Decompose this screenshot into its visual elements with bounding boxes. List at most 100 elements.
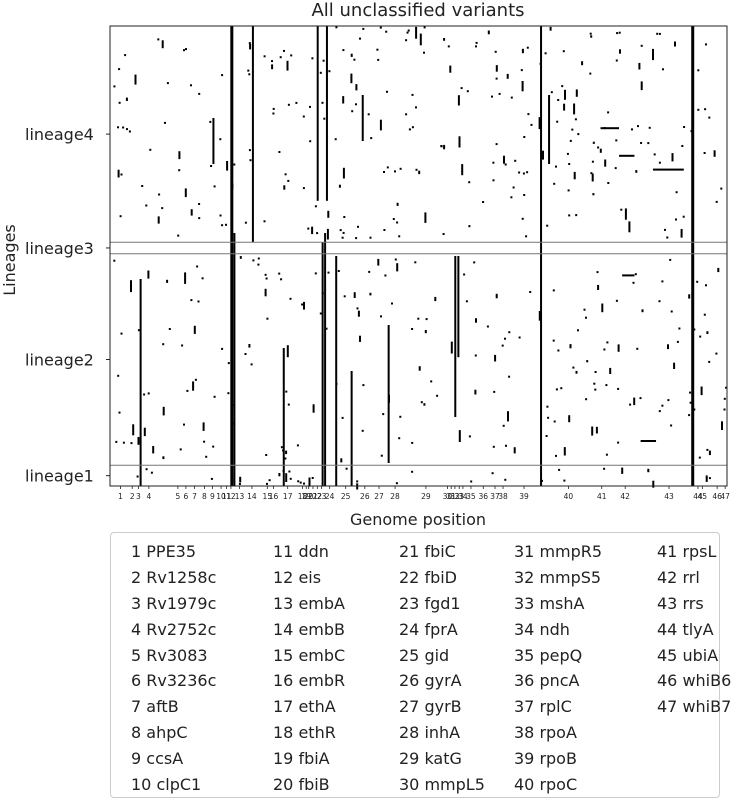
variant-mark (715, 352, 718, 355)
x-tick-label-35: 35 (466, 492, 476, 501)
legend-item: 31 mmpR5 (514, 542, 603, 561)
variant-mark (177, 234, 180, 237)
variant-mark (653, 153, 656, 156)
variant-mark (231, 183, 234, 190)
variant-mark (465, 300, 468, 303)
x-tick-label-4: 4 (146, 492, 151, 501)
variant-mark (179, 448, 182, 451)
variant-mark (704, 108, 707, 111)
variant-mark (473, 261, 476, 264)
variant-mark (705, 43, 707, 46)
legend-item: 40 rpoC (514, 775, 578, 795)
variant-mark (504, 163, 507, 166)
variant-mark (526, 46, 529, 49)
variant-mark (285, 450, 288, 455)
variant-mark (591, 426, 594, 436)
x-tick-label-47: 47 (720, 492, 730, 501)
variant-mark (141, 185, 144, 187)
variant-mark (656, 32, 659, 35)
variant-mark (327, 210, 330, 218)
variant-mark (495, 65, 498, 72)
variant-mark (558, 468, 561, 471)
variant-mark (414, 261, 417, 264)
variant-mark (340, 458, 343, 463)
variant-mark (618, 31, 621, 34)
variant-mark (264, 273, 267, 276)
variant-mark (417, 317, 420, 320)
variant-mark (577, 133, 580, 136)
variant-mark (118, 68, 121, 71)
variant-mark (562, 50, 565, 53)
variant-mark (635, 170, 638, 173)
variant-mark (282, 348, 285, 486)
variant-mark (666, 236, 669, 239)
legend-item: 8 ahpC (131, 723, 188, 743)
variant-mark (265, 277, 268, 280)
variant-mark (289, 297, 292, 300)
variant-mark (449, 65, 452, 73)
variant-mark (128, 130, 131, 133)
variant-mark (324, 233, 327, 486)
variant-mark (592, 141, 595, 144)
variant-mark (356, 307, 359, 310)
legend-item: 34 ndh (514, 619, 570, 639)
variant-mark (721, 421, 723, 430)
legend-item: 35 pepQ (514, 645, 583, 665)
variant-mark (319, 71, 322, 74)
variant-mark (617, 344, 620, 352)
variant-mark (339, 229, 342, 232)
variant-mark (212, 118, 215, 164)
variant-mark (595, 426, 598, 434)
variant-mark (239, 476, 242, 483)
variant-mark (457, 95, 460, 106)
legend-item: 5 Rv3083 (131, 645, 208, 665)
legend-item: 32 mmpS5 (514, 567, 602, 587)
variant-mark (652, 480, 655, 488)
variant-mark (669, 258, 672, 261)
variant-mark (282, 449, 285, 452)
variant-mark (569, 344, 572, 349)
variant-mark (134, 74, 137, 85)
variant-mark (178, 169, 181, 172)
variant-mark (370, 137, 373, 140)
variant-mark (494, 354, 497, 362)
variant-mark (278, 151, 281, 153)
variant-mark (118, 411, 121, 414)
variant-mark (249, 44, 252, 50)
variant-mark (658, 32, 661, 35)
variant-mark (693, 328, 696, 331)
variant-mark (289, 477, 292, 480)
variant-mark (658, 161, 661, 164)
variant-mark (567, 189, 570, 192)
variant-mark (319, 312, 322, 315)
variant-mark (508, 331, 511, 334)
x-tick-label-42: 42 (620, 492, 630, 501)
variant-mark (213, 395, 216, 398)
variant-mark (512, 186, 515, 189)
variant-mark (290, 54, 293, 57)
variant-mark (557, 349, 560, 352)
variant-mark (239, 256, 242, 259)
x-tick-label-30: 30 (443, 492, 453, 501)
variant-mark (162, 343, 165, 346)
x-tick-label-28: 28 (390, 492, 400, 501)
legend-item: 7 aftB (131, 697, 179, 717)
variant-mark (113, 259, 116, 262)
variant-mark (193, 325, 196, 334)
variant-mark (717, 267, 720, 273)
variant-mark (491, 95, 493, 98)
variant-mark (415, 168, 418, 171)
variant-mark (227, 362, 230, 365)
variant-mark (593, 382, 596, 385)
variant-mark (326, 228, 329, 240)
variant-mark (286, 60, 289, 71)
legend-item: 47 whiB7 (657, 697, 732, 717)
variant-mark (615, 139, 618, 142)
variant-mark (495, 293, 498, 299)
variant-mark (272, 107, 275, 110)
variant-mark (383, 171, 385, 173)
variant-mark (527, 113, 530, 116)
legend-item: 46 whiB6 (657, 671, 732, 691)
variant-mark (514, 159, 517, 162)
variant-mark (250, 363, 253, 366)
